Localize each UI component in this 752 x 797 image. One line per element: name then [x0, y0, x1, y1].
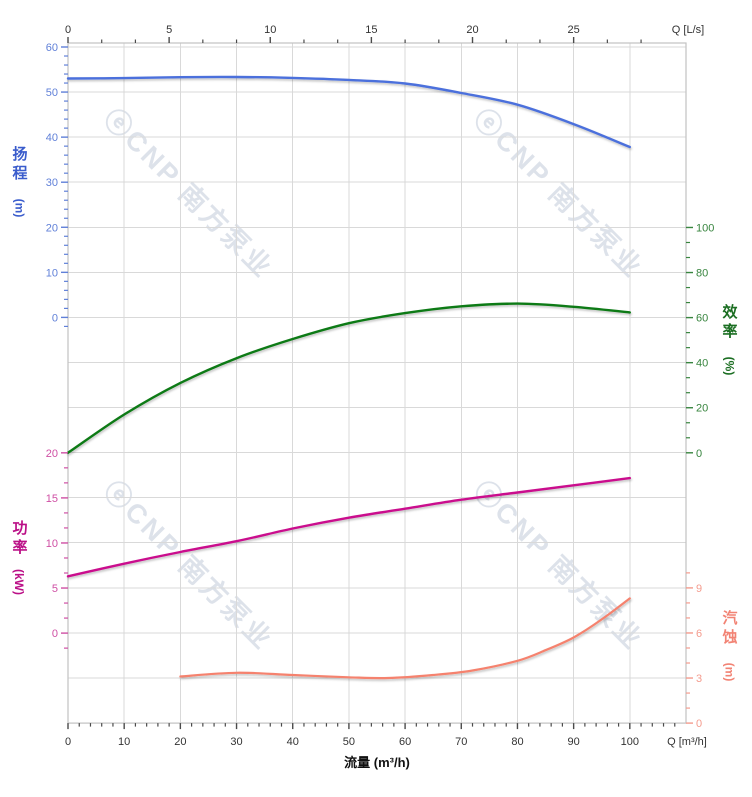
watermark-text-1: ⓔCNP 南方泵业	[468, 102, 650, 284]
svg-text:40: 40	[46, 132, 58, 144]
y-axis-power: 0 5 10 15 20	[46, 448, 68, 649]
svg-text:20: 20	[46, 222, 58, 234]
svg-text:20: 20	[696, 403, 708, 415]
svg-text:9: 9	[696, 583, 702, 595]
x-axis-top: 0 5 10 15 20 25 Q [L/s]	[65, 24, 704, 43]
efficiency-curve	[66, 302, 631, 454]
svg-text:20: 20	[174, 736, 186, 748]
svg-text:5: 5	[166, 24, 172, 36]
svg-text:50: 50	[343, 736, 355, 748]
svg-text:0: 0	[696, 448, 702, 460]
svg-text:6: 6	[696, 628, 702, 640]
plot-border	[67, 42, 687, 724]
svg-text:0: 0	[65, 736, 71, 748]
npsh-curve	[179, 597, 631, 680]
curves-layer	[66, 75, 631, 680]
svg-text:0: 0	[52, 312, 58, 324]
y-axis-npsh: 0 3 6 9	[686, 572, 702, 730]
svg-text:90: 90	[568, 736, 580, 748]
svg-text:100: 100	[621, 736, 639, 748]
svg-text:100: 100	[696, 222, 714, 234]
svg-text:30: 30	[46, 177, 58, 189]
svg-text:10: 10	[264, 24, 276, 36]
head-curve	[66, 75, 631, 149]
svg-text:25: 25	[568, 24, 580, 36]
y-axis-eff: 0 20 40 60 80 100	[686, 222, 714, 460]
y-axis-head: 0 10 20 30 40 50 60	[46, 42, 68, 328]
svg-text:70: 70	[455, 736, 467, 748]
svg-text:10: 10	[46, 538, 58, 550]
svg-text:5: 5	[52, 583, 58, 595]
svg-text:15: 15	[365, 24, 377, 36]
svg-text:80: 80	[511, 736, 523, 748]
top-axis-unit-label: Q [L/s]	[672, 24, 704, 36]
svg-text:60: 60	[696, 313, 708, 325]
svg-text:60: 60	[46, 42, 58, 54]
bottom-axis-title: 流量 (m³/h)	[344, 755, 410, 770]
x-axis-bottom: 0 10 20 30 40 50 60 70 80 90 100 Q [m³/h] 流量 (m³/h)	[65, 723, 707, 770]
watermark-text-3: ⓔCNP 南方泵业	[468, 474, 650, 656]
svg-text:20: 20	[46, 448, 58, 460]
watermark-text-2: ⓔCNP 南方泵业	[98, 474, 280, 656]
svg-text:0: 0	[52, 628, 58, 640]
svg-text:20: 20	[466, 24, 478, 36]
svg-text:40: 40	[287, 736, 299, 748]
power-curve	[66, 476, 631, 578]
svg-text:30: 30	[230, 736, 242, 748]
svg-text:0: 0	[65, 24, 71, 36]
watermark-text-0: ⓔCNP 南方泵业	[98, 102, 280, 284]
svg-text:60: 60	[399, 736, 411, 748]
svg-text:10: 10	[118, 736, 130, 748]
svg-text:40: 40	[696, 358, 708, 370]
svg-text:0: 0	[696, 718, 702, 730]
bottom-axis-unit-label: Q [m³/h]	[667, 736, 707, 748]
svg-text:80: 80	[696, 268, 708, 280]
svg-text:10: 10	[46, 267, 58, 279]
svg-text:15: 15	[46, 493, 58, 505]
svg-text:3: 3	[696, 673, 702, 685]
svg-text:50: 50	[46, 87, 58, 99]
